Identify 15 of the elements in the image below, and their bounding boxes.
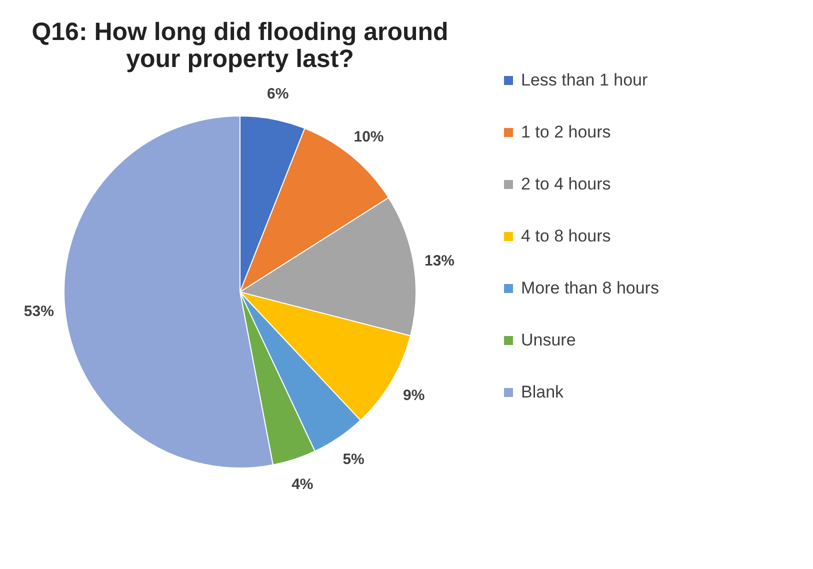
chart-title: Q16: How long did flooding around your property last? xyxy=(32,18,448,73)
legend-label: More than 8 hours xyxy=(521,278,659,298)
legend-label: 4 to 8 hours xyxy=(521,226,611,246)
data-label: 9% xyxy=(403,386,425,404)
legend-label: 1 to 2 hours xyxy=(521,122,611,142)
legend-label: Less than 1 hour xyxy=(521,70,648,90)
data-label: 53% xyxy=(24,303,54,320)
data-label: 5% xyxy=(342,451,364,468)
data-label: 4% xyxy=(292,476,314,494)
legend-label: Unsure xyxy=(521,330,576,350)
data-label: 13% xyxy=(424,252,455,270)
data-label: 6% xyxy=(267,86,289,103)
data-label: 10% xyxy=(354,128,384,146)
legend-label: Blank xyxy=(521,382,564,402)
legend-label: 2 to 4 hours xyxy=(521,174,611,194)
